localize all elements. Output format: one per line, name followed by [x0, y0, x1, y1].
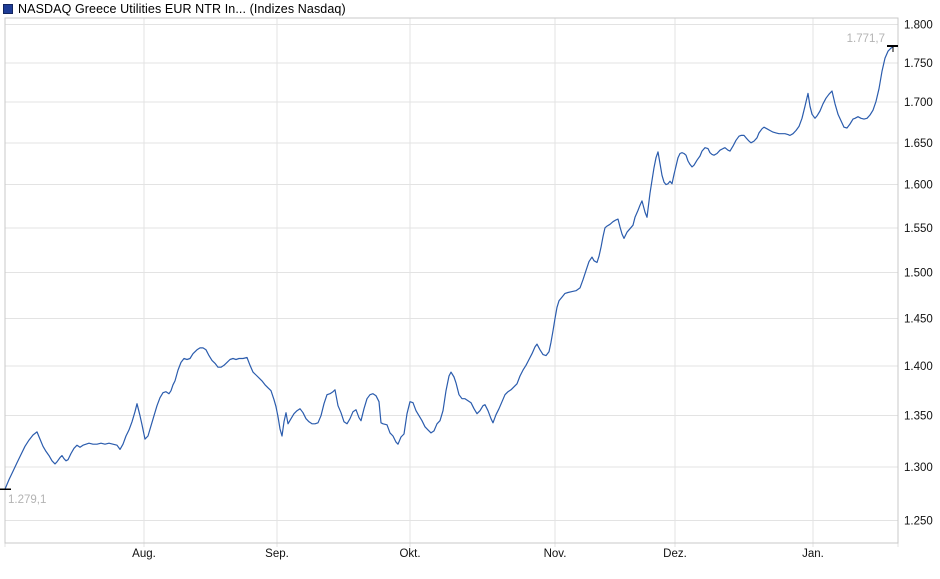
chart-title: NASDAQ Greece Utilities EUR NTR In... (I… — [18, 1, 346, 16]
x-axis-label: Nov. — [544, 548, 567, 560]
x-axis-label: Sep. — [265, 548, 289, 560]
y-axis-label: 1.450 — [904, 314, 933, 326]
x-axis-label: Aug. — [132, 548, 156, 560]
x-axis-label: Dez. — [663, 548, 687, 560]
series-color-swatch-icon — [3, 3, 13, 14]
first-value-label: 1.279,1 — [8, 494, 46, 506]
y-axis-label: 1.350 — [904, 411, 933, 423]
plot-border — [4, 17, 899, 544]
y-axis-label: 1.700 — [904, 97, 933, 109]
x-axis-label: Okt. — [399, 548, 420, 560]
y-axis-label: 1.750 — [904, 58, 933, 70]
y-axis-label: 1.250 — [904, 515, 933, 527]
y-axis-label: 1.300 — [904, 462, 933, 474]
y-axis-label: 1.550 — [904, 223, 933, 235]
last-value-label: 1.771,7 — [847, 33, 885, 45]
y-axis-label: 1.400 — [904, 361, 933, 373]
x-axis-label: Jan. — [802, 548, 824, 560]
chart-titlebar: NASDAQ Greece Utilities EUR NTR In... (I… — [3, 1, 346, 16]
y-axis-label: 1.650 — [904, 138, 933, 150]
y-axis-label: 1.600 — [904, 180, 933, 192]
plot-area[interactable] — [5, 18, 898, 543]
y-axis-label: 1.500 — [904, 267, 933, 279]
price-line — [4, 45, 895, 490]
y-axis-label: 1.800 — [904, 19, 933, 31]
